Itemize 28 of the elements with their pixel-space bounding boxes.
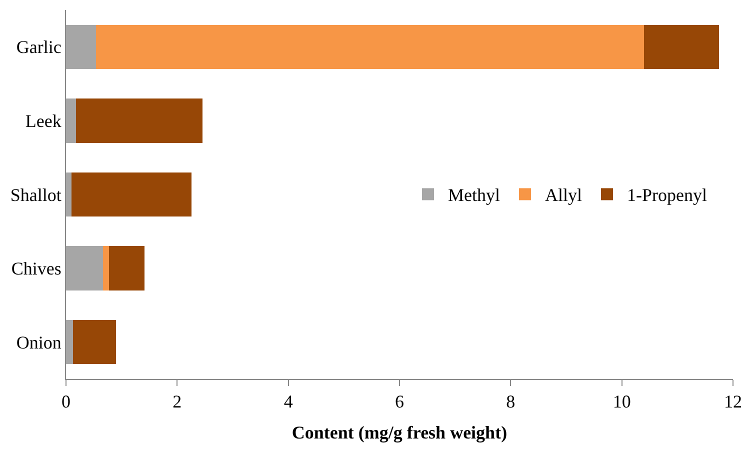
y-tick-label: Shallot	[10, 184, 62, 205]
x-tick-label: 2	[172, 392, 182, 412]
x-tick-label: 10	[612, 392, 631, 412]
x-tick-label: 8	[506, 392, 516, 412]
bar	[103, 246, 109, 290]
bar	[644, 24, 720, 70]
y-tick-label: Leek	[25, 111, 62, 131]
bar	[66, 98, 76, 143]
y-tick-label: Garlic	[16, 37, 62, 58]
bar	[66, 24, 96, 70]
bar	[66, 320, 74, 364]
x-tick-label: 6	[395, 392, 404, 412]
legend-label: Methyl	[448, 185, 500, 206]
bar	[96, 24, 644, 70]
x-tick-label: 12	[724, 392, 742, 412]
bar	[73, 320, 116, 364]
x-tick-label: 0	[62, 392, 70, 412]
y-tick-label: Chives	[11, 258, 62, 279]
x-axis-title: Content (mg/g fresh weight)	[292, 422, 508, 443]
y-tick-label: Onion	[16, 332, 62, 352]
bar	[66, 172, 72, 217]
legend-label: 1-Propenyl	[627, 185, 708, 206]
legend-label: Allyl	[544, 185, 582, 206]
bar	[108, 246, 144, 290]
x-tick-label: 4	[284, 392, 293, 412]
bar	[76, 98, 203, 143]
bar	[66, 246, 104, 290]
bar	[72, 172, 192, 217]
